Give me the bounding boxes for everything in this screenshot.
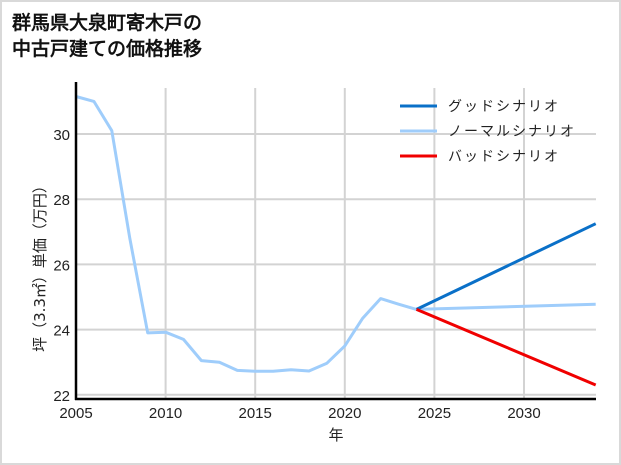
x-tick-label: 2020 (328, 405, 361, 422)
series-line (75, 95, 596, 373)
series-line (415, 308, 597, 387)
chart-title-line-1: 群馬県大泉町寄木戸の (12, 12, 203, 34)
tick-labels: 2005 2010 2015 2020 2025 2030 22 24 26 28 30 (53, 127, 540, 422)
x-tick-label: 2025 (418, 405, 451, 422)
x-axis-label: 年 (328, 426, 343, 444)
x-tick-label: 2015 (239, 405, 272, 422)
legend-label: バッドシナリオ (448, 149, 560, 165)
y-tick-label: 26 (53, 257, 70, 274)
y-tick-label: 28 (53, 192, 70, 209)
chart-title-line-2: 中古戸建ての価格推移 (12, 38, 203, 60)
series-line (415, 222, 597, 311)
y-tick-label: 24 (53, 323, 70, 340)
x-tick-label: 2030 (507, 405, 540, 422)
x-tick-label: 2010 (149, 405, 182, 422)
legend-label: グッドシナリオ (448, 99, 560, 115)
grid (76, 88, 596, 399)
axes (74, 82, 596, 401)
y-axis-label: 坪（3.3㎡）単価（万円） (31, 178, 49, 352)
chart-title: 群馬県大泉町寄木戸の 中古戸建ての価格推移 (12, 10, 202, 62)
legend-label: ノーマルシナリオ (448, 124, 576, 140)
x-tick-label: 2005 (59, 405, 92, 422)
series-lines (75, 95, 597, 387)
y-tick-label: 30 (53, 127, 70, 144)
y-tick-label: 22 (53, 388, 70, 405)
